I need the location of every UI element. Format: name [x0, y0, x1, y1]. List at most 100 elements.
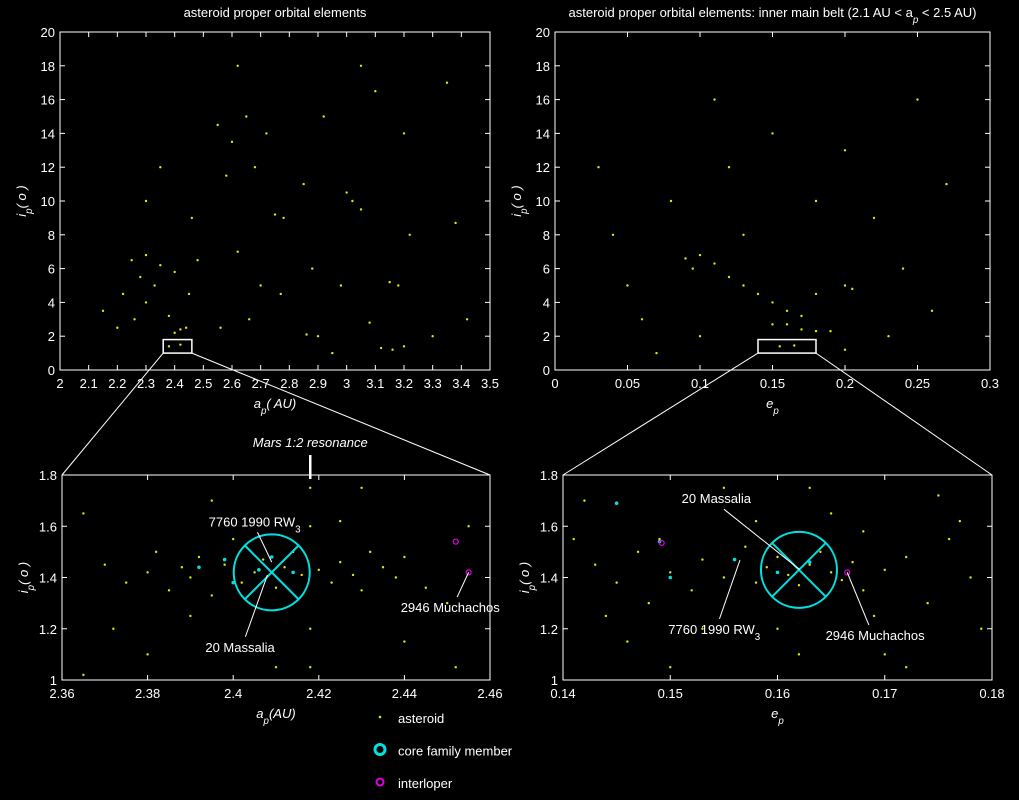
- point: [269, 555, 274, 559]
- text-part: asteroid proper orbital elements: [184, 5, 367, 20]
- x-axis-label: ap(AU): [256, 706, 295, 727]
- y-tick-label: 18: [536, 59, 550, 74]
- point: [291, 570, 295, 575]
- text-part: p: [519, 208, 530, 215]
- text-part: e: [771, 706, 778, 721]
- point: [146, 571, 149, 574]
- y-tick-label: 0: [543, 363, 550, 378]
- zoom-line: [815, 352, 993, 476]
- point: [776, 555, 779, 559]
- y-axis-label: ip( o ): [16, 562, 37, 593]
- point: [597, 166, 600, 169]
- point: [159, 264, 162, 267]
- point: [636, 550, 640, 554]
- point: [808, 486, 811, 490]
- x-tick-label: 2.36: [49, 686, 74, 701]
- y-tick-label: 18: [41, 59, 55, 74]
- zoom-line: [61, 352, 164, 476]
- y-tick-label: 1: [50, 673, 57, 688]
- point: [771, 132, 774, 135]
- text-part: p: [263, 716, 270, 727]
- point: [331, 351, 334, 355]
- point: [467, 525, 470, 528]
- point: [173, 270, 176, 274]
- text-part: ( o ): [509, 185, 524, 208]
- point: [614, 501, 619, 505]
- point: [236, 250, 239, 253]
- point: [394, 576, 398, 579]
- point: [872, 216, 876, 220]
- family-cross: [244, 544, 300, 600]
- text-part: i: [14, 213, 29, 217]
- point: [775, 570, 780, 575]
- family-circle: [759, 530, 838, 609]
- y-tick-label: 2: [48, 329, 55, 344]
- point: [930, 309, 934, 313]
- point: [658, 539, 665, 547]
- point: [771, 301, 774, 304]
- point: [668, 575, 673, 580]
- x-tick-label: 3.5: [481, 376, 499, 391]
- point: [701, 627, 704, 630]
- point: [339, 560, 342, 564]
- point: [402, 345, 406, 348]
- y-tick-label: 1.8: [39, 468, 57, 483]
- point: [225, 174, 228, 177]
- point: [259, 284, 262, 287]
- point: [611, 233, 615, 236]
- y-tick-label: 0: [48, 363, 55, 378]
- point: [829, 571, 833, 574]
- y-tick-label: 2: [543, 329, 550, 344]
- family-circle: [232, 533, 311, 612]
- point: [797, 583, 801, 587]
- x-tick-label: 2.2: [108, 376, 126, 391]
- point: [626, 284, 629, 287]
- annotation-arrow: [456, 572, 470, 598]
- point: [872, 614, 876, 618]
- point: [754, 581, 758, 584]
- legend-label: interloper: [398, 776, 453, 791]
- point: [615, 581, 618, 584]
- x-tick-label: 0.2: [836, 376, 854, 391]
- point: [101, 309, 105, 313]
- point: [658, 537, 661, 541]
- y-tick-label: 14: [41, 126, 55, 141]
- x-tick-label: 2.9: [309, 376, 327, 391]
- x-axis-label: ep: [771, 706, 784, 727]
- point: [465, 318, 469, 321]
- point: [240, 581, 243, 584]
- point: [82, 512, 85, 515]
- point: [230, 140, 234, 144]
- point: [669, 665, 672, 669]
- text-part: < 2.5 AU): [918, 5, 976, 20]
- point: [754, 519, 758, 523]
- zoom-line: [562, 352, 759, 476]
- point: [690, 589, 693, 592]
- point: [765, 566, 768, 569]
- legend-marker: [375, 777, 385, 787]
- text-part: i: [16, 589, 31, 593]
- point: [713, 98, 716, 101]
- y-tick-label: 1.8: [540, 468, 558, 483]
- point: [937, 494, 940, 497]
- x-tick-label: 2: [56, 376, 63, 391]
- point: [248, 318, 251, 321]
- text-part: p: [24, 208, 35, 215]
- point: [969, 576, 972, 579]
- annotation: 2946 Muchachos: [826, 628, 926, 643]
- annotation-arrow: [846, 572, 870, 626]
- point: [112, 627, 115, 630]
- point: [793, 344, 796, 347]
- x-tick-label: 2.46: [477, 686, 502, 701]
- text-part: p: [527, 584, 538, 591]
- point: [397, 284, 400, 287]
- x-tick-label: 2.44: [392, 686, 417, 701]
- text-part: 7760 1990 RW: [209, 514, 296, 529]
- point: [330, 581, 333, 584]
- point: [139, 275, 142, 279]
- x-tick-label: 3: [343, 376, 350, 391]
- point: [454, 665, 457, 669]
- x-tick-label: 2.38: [135, 686, 160, 701]
- chart-title: asteroid proper orbital elements: [184, 5, 367, 20]
